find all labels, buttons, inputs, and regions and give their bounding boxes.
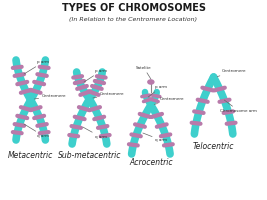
Circle shape: [147, 102, 154, 108]
Text: Sub-metacentric: Sub-metacentric: [58, 151, 121, 160]
Text: TYPES OF CHROMOSOMES: TYPES OF CHROMOSOMES: [61, 3, 206, 13]
Circle shape: [147, 79, 155, 85]
Circle shape: [27, 97, 34, 103]
Text: p arm: p arm: [24, 60, 49, 74]
Text: Chromosome arm: Chromosome arm: [220, 100, 257, 113]
Text: (In Relation to the Centromere Location): (In Relation to the Centromere Location): [69, 17, 198, 22]
Circle shape: [210, 74, 217, 80]
Text: q arm: q arm: [24, 124, 49, 138]
Text: Satelite: Satelite: [136, 66, 152, 79]
Text: Metacentric: Metacentric: [8, 151, 53, 160]
Text: Centromere: Centromere: [217, 69, 247, 77]
Text: p arm: p arm: [84, 69, 107, 82]
Text: Centromere: Centromere: [34, 94, 66, 99]
Circle shape: [86, 96, 93, 102]
Text: Centromere: Centromere: [154, 97, 185, 104]
Text: p arm: p arm: [148, 85, 167, 97]
Text: q arm: q arm: [143, 133, 167, 142]
Text: Centromere: Centromere: [93, 92, 124, 98]
Text: Telocentric: Telocentric: [193, 142, 234, 151]
Text: q arm: q arm: [83, 127, 107, 139]
Text: Acrocentric: Acrocentric: [129, 158, 173, 167]
